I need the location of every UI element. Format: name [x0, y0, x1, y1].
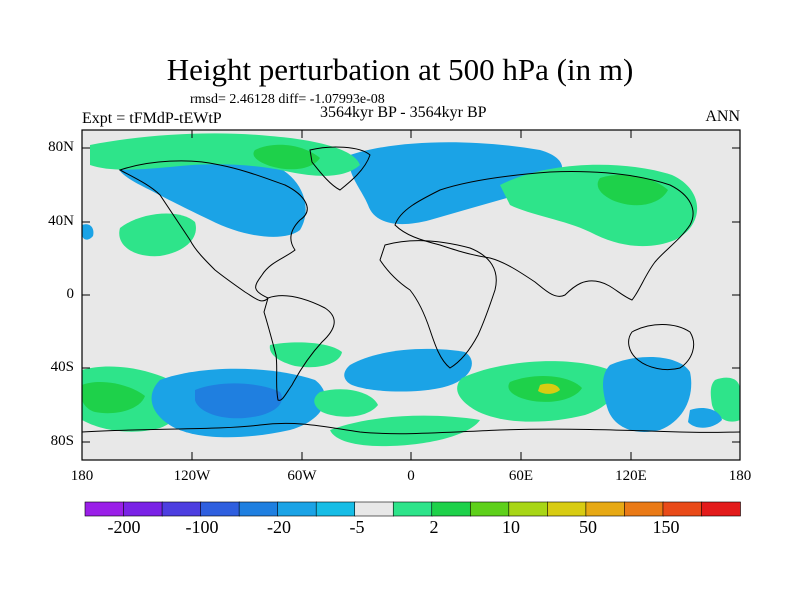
colorbar-label: 2 — [429, 517, 439, 537]
eurasia-coast — [394, 171, 694, 301]
colorbar-swatch — [315, 501, 356, 517]
stats-label: rmsd= 2.46128 diff= -1.07993e-08 — [190, 92, 385, 107]
west-edge-blue-anomaly — [82, 224, 94, 240]
north-america-coast — [118, 160, 308, 302]
asia-green-core — [597, 174, 668, 206]
colorbar — [84, 501, 741, 517]
x-tick-label: 60W — [287, 468, 317, 484]
colorbar-swatch — [431, 501, 472, 517]
x-tick-label: 120W — [173, 468, 211, 484]
colorbar-swatch — [624, 501, 664, 517]
y-tick-label: 80N — [48, 139, 74, 155]
arctic-blue-anomaly — [349, 142, 563, 225]
colorbar-label: -20 — [267, 517, 291, 537]
antarctica-coast — [81, 422, 741, 435]
y-tick-label: 80S — [50, 433, 74, 449]
x-tick-label: 180 — [70, 468, 94, 484]
colorbar-swatch — [662, 501, 703, 517]
x-tick-label: 60E — [508, 468, 534, 484]
colorbar-swatch — [585, 501, 626, 517]
x-tick-label: 180 — [728, 468, 752, 484]
season-label: ANN — [705, 108, 740, 125]
colorbar-swatch — [354, 501, 395, 517]
chart-title: Height perturbation at 500 hPa (in m) — [166, 52, 634, 87]
axis-ticks — [81, 130, 741, 460]
experiment-label: Expt = tFMdP-tEWtP — [82, 110, 222, 127]
africa-coast — [379, 240, 497, 369]
y-tick-label: 0 — [66, 286, 75, 302]
na-blue-anomaly — [117, 154, 306, 237]
colorbar-swatch — [200, 501, 240, 517]
sh-se-pacific-blue-core — [195, 383, 282, 419]
colorbar-swatch — [84, 501, 125, 517]
sh-pacific-green-core — [82, 382, 145, 414]
anomaly-fields — [82, 133, 740, 447]
sh-atlantic-green — [314, 389, 378, 417]
y-tick-label: 40N — [48, 213, 74, 229]
colorbar-swatch — [392, 501, 433, 517]
colorbar-swatch — [161, 501, 202, 517]
colorbar-swatch — [547, 501, 587, 517]
south-america-coast — [263, 295, 335, 401]
sh-indian-yellow-core — [538, 383, 560, 394]
coastlines — [81, 146, 741, 435]
x-tick-label: 120E — [615, 468, 647, 484]
colorbar-label: 10 — [502, 517, 520, 537]
colorbar-label: 50 — [579, 517, 597, 537]
y-tick-label: 40S — [50, 359, 74, 375]
australia-coast — [628, 324, 695, 371]
colorbar-label: 150 — [652, 517, 680, 537]
sh-atlantic-blue — [344, 348, 472, 392]
colorbar-swatch — [701, 501, 741, 517]
sh-east-green — [710, 377, 740, 422]
greenland-coast — [309, 146, 371, 191]
colorbar-label: -200 — [107, 517, 141, 537]
period-label: 3564kyr BP - 3564kyr BP — [320, 104, 487, 121]
colorbar-label: -5 — [349, 517, 365, 537]
colorbar-swatch — [508, 501, 549, 517]
pacific-green-anomaly — [119, 213, 196, 257]
colorbar-swatch — [277, 501, 317, 517]
colorbar-swatch — [238, 501, 279, 517]
sh-south-america-green — [269, 342, 342, 368]
colorbar-swatch — [469, 501, 510, 517]
arctic-green-core — [253, 144, 320, 170]
sh-australia-blue-anomaly — [603, 356, 692, 432]
colorbar-swatch — [123, 501, 163, 517]
sh-ocean-green-band — [330, 415, 480, 447]
sh-east-blue — [688, 408, 722, 428]
x-tick-label: 0 — [407, 468, 415, 484]
colorbar-label: -100 — [185, 517, 219, 537]
